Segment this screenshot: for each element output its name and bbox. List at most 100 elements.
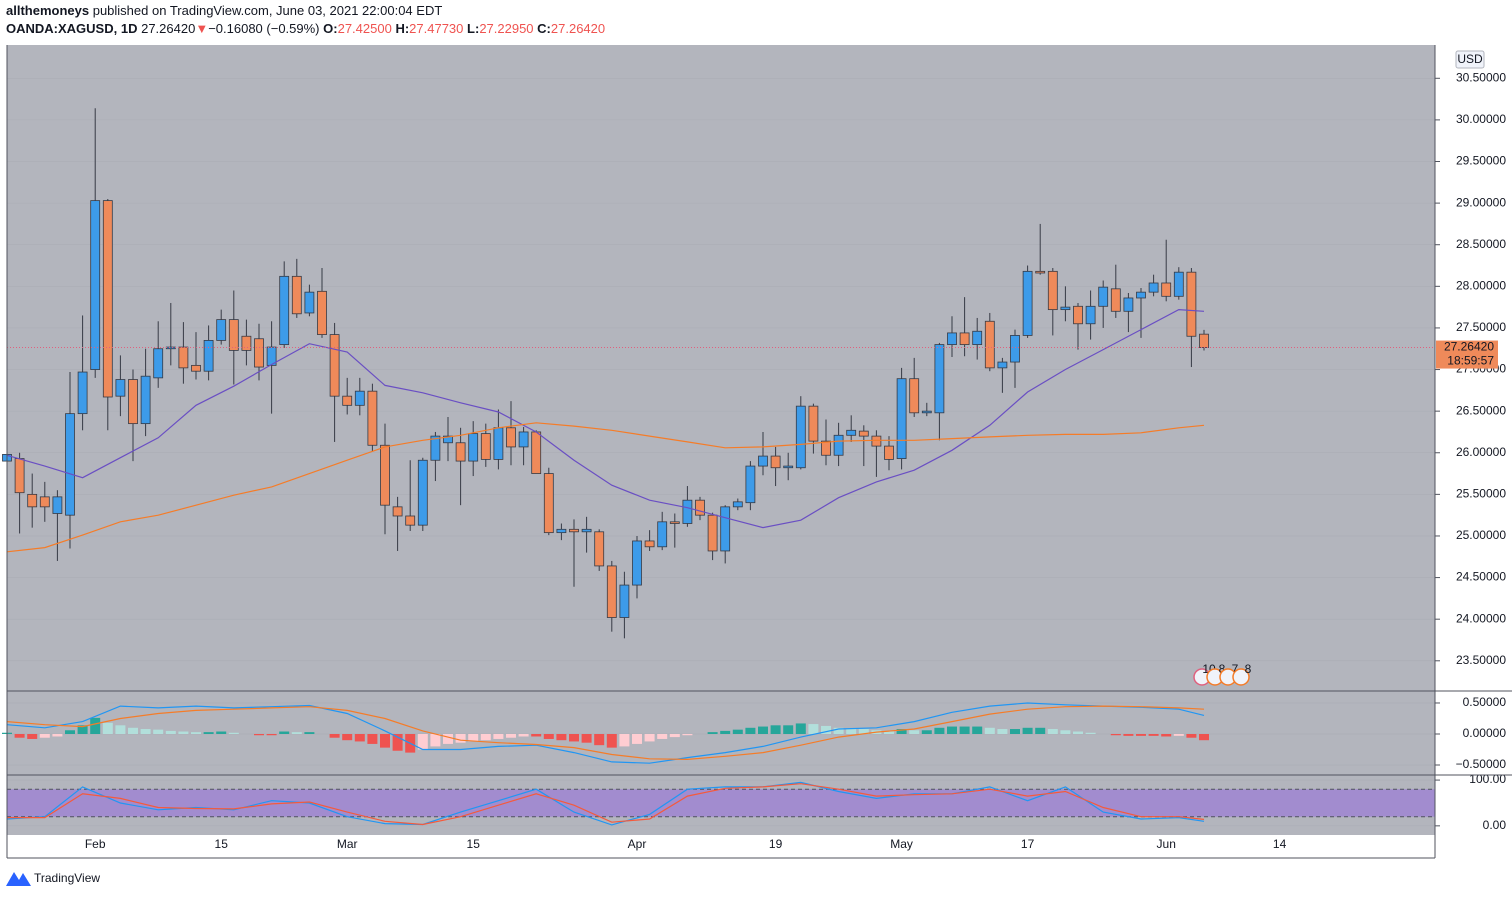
histogram-bar [342, 733, 353, 741]
candle-body [506, 427, 516, 448]
histogram-bar [1035, 727, 1046, 734]
y-tick-label: 25.50000 [1456, 487, 1506, 501]
histogram-bar [1186, 733, 1197, 738]
y-tick-label: 23.50000 [1456, 653, 1506, 667]
candle-body [241, 335, 252, 351]
histogram-bar [329, 733, 340, 738]
macd-line [6, 705, 1205, 761]
header-line: allthemoneys published on TradingView.co… [6, 3, 442, 18]
candle-body [821, 440, 831, 456]
candle-body [758, 455, 768, 467]
histogram-bar [1010, 729, 1020, 734]
candle-body [669, 521, 680, 524]
histogram-bar [39, 733, 50, 738]
histogram-bar [354, 733, 365, 742]
countdown: 18:59:57 [1447, 354, 1494, 368]
histogram-bar [808, 724, 819, 734]
candle-body [632, 540, 642, 586]
histogram-bar [720, 730, 731, 734]
histogram-bar [594, 733, 605, 746]
candle-body [1010, 335, 1020, 363]
x-tick-label: Mar [337, 837, 358, 851]
histogram-bar [1136, 733, 1146, 736]
band-fill [7, 789, 1435, 817]
event-icon [1232, 668, 1250, 686]
candle-body [417, 459, 428, 526]
events: 10 8 7 8 [1193, 662, 1252, 686]
histogram-bar [102, 722, 113, 734]
histogram-bar [392, 733, 403, 751]
x-tick-label: 14 [1273, 837, 1287, 851]
histogram-bar [1060, 730, 1071, 734]
candle-body [1073, 305, 1083, 325]
histogram-bar [493, 733, 504, 739]
candle-body [720, 506, 731, 552]
y-tick-label: 24.00000 [1456, 611, 1506, 625]
candle-body [581, 528, 592, 533]
candle-body [1186, 271, 1197, 337]
histogram-bar [833, 727, 844, 734]
candle-body [1047, 270, 1058, 311]
y-tick-label: 28.00000 [1456, 278, 1506, 292]
candle-body [1173, 271, 1184, 297]
histogram-bar [153, 729, 164, 734]
histogram-bar [254, 733, 264, 736]
candle-body [732, 501, 743, 508]
histogram-bar [783, 725, 794, 734]
histogram-bar [430, 733, 441, 747]
candle-body [606, 565, 617, 618]
ohlc-c: 27.26420 [551, 21, 605, 36]
candle-body [468, 433, 479, 462]
histogram-bar [115, 725, 126, 734]
change: −0.16080 (−0.59%) [208, 21, 319, 36]
candle-body [153, 348, 164, 379]
candle-body [959, 332, 970, 345]
candle-body [480, 433, 491, 460]
macd-line [6, 702, 1205, 764]
candle-body [858, 430, 869, 437]
candle-body [291, 275, 302, 315]
candle-body [443, 435, 453, 444]
histogram-bar [1022, 727, 1033, 734]
candle-body [934, 344, 945, 414]
histogram-bar [140, 729, 151, 734]
histogram-bar [644, 733, 655, 742]
y-tick-label: 29.50000 [1456, 154, 1506, 168]
candle-body [569, 528, 579, 533]
candle-body [1035, 270, 1046, 274]
candle-body [342, 395, 353, 406]
x-tick-label: 15 [215, 837, 229, 851]
candle-body [947, 332, 957, 345]
candle-body [1136, 291, 1146, 299]
ohlc-l: 27.22950 [479, 21, 533, 36]
histogram-bar [1047, 729, 1058, 734]
candle-body [165, 346, 176, 350]
histogram-bar [896, 729, 907, 734]
candle-body [216, 319, 227, 341]
histogram-bar [417, 733, 428, 750]
candle-body [682, 499, 693, 524]
candle-body [896, 378, 907, 459]
y-tick-label: 0.00 [1483, 818, 1507, 832]
histogram-bar [228, 732, 239, 734]
candle-body [1022, 270, 1033, 336]
candle-body [984, 320, 995, 369]
candle-body [619, 584, 630, 618]
currency: USD [1457, 52, 1483, 66]
candle-body [1110, 288, 1121, 312]
candle-body [430, 435, 441, 461]
candle-body [115, 379, 126, 397]
candle-body [203, 340, 214, 372]
histogram-bar [178, 731, 189, 734]
candle-body [657, 521, 668, 548]
event-count: 8 [1245, 662, 1252, 676]
y-tick-label: 26.00000 [1456, 445, 1506, 459]
event-count: 8 [1219, 662, 1226, 676]
candle-body [392, 506, 403, 517]
histogram-bar [1161, 733, 1172, 737]
candle-body [795, 405, 806, 469]
ohlc-h-key: H: [395, 21, 409, 36]
ohlc-c-key: C: [537, 21, 551, 36]
histogram-bar [367, 733, 378, 744]
arrow: ▼ [195, 21, 208, 36]
